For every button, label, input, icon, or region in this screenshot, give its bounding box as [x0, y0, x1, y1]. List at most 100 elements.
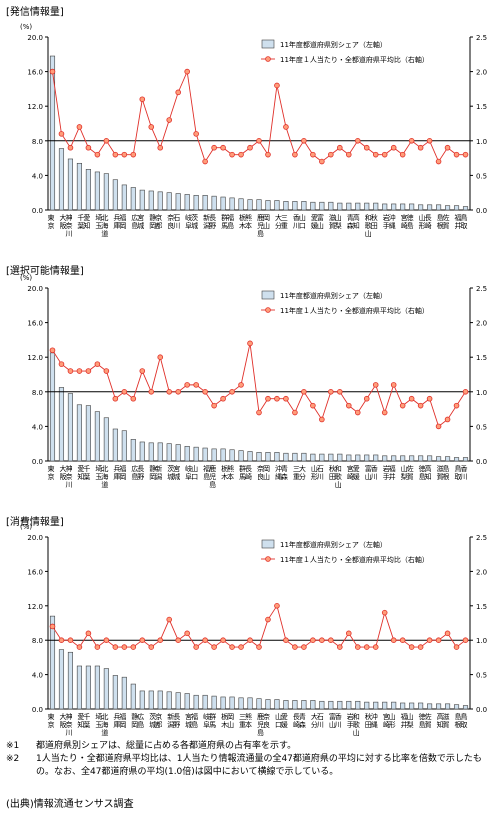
bar — [94, 171, 100, 211]
line-point — [238, 382, 244, 388]
line-point — [462, 388, 469, 395]
left-tick-label: 8.0 — [32, 138, 43, 146]
line-point — [256, 138, 262, 144]
bar — [256, 199, 262, 211]
category-label-char: 木 — [239, 221, 246, 230]
bar — [202, 447, 208, 462]
bar — [274, 699, 280, 710]
category-label-char: 奈 — [65, 472, 72, 481]
category-label-char: 野 — [209, 222, 216, 230]
bar — [148, 442, 154, 462]
category-label-char: 徳 — [419, 712, 426, 721]
category-label-char: 福 — [401, 712, 408, 721]
right-tick-label: 0.0 — [476, 706, 487, 714]
bar — [148, 190, 154, 211]
category-label-char: 田 — [371, 222, 378, 230]
category-label-char: 岩 — [383, 464, 390, 473]
category-label-char: 葉 — [83, 472, 90, 481]
category-label-char: 取 — [455, 473, 462, 481]
bar — [229, 197, 235, 211]
bar — [364, 454, 370, 462]
line-point — [175, 89, 181, 96]
category-label-char: 北 — [101, 713, 108, 721]
category-label-char: 賀 — [443, 720, 450, 729]
category-label-char: 愛 — [353, 464, 360, 473]
line-point — [193, 644, 199, 650]
category-label-char: 長 — [209, 214, 216, 222]
line-point — [202, 637, 208, 643]
bar — [67, 651, 73, 710]
line-point — [417, 644, 424, 650]
category-label-char: 島 — [257, 728, 264, 737]
category-label-char: 兵 — [113, 712, 120, 721]
bar — [139, 690, 145, 710]
category-label-char: 佐 — [425, 712, 432, 721]
bar — [166, 192, 172, 211]
right-tick-label: 2.5 — [476, 34, 487, 42]
right-tick-label: 2.5 — [476, 285, 487, 293]
category-label-char: 茨 — [167, 464, 174, 473]
category-label-char: 福 — [119, 213, 126, 222]
bar — [220, 696, 226, 710]
bar — [283, 201, 289, 211]
line-point — [426, 637, 433, 643]
category-label-char: 山 — [401, 464, 408, 473]
line-point — [85, 368, 92, 374]
category-label-char: 千 — [83, 464, 90, 473]
line-point — [310, 637, 316, 643]
bar — [453, 205, 460, 211]
line-point — [337, 388, 343, 395]
category-label-char: 海 — [101, 221, 108, 230]
left-tick-label: 16.0 — [27, 320, 43, 328]
chart-1: (%) 20.0 16.0 12.0 8.0 4.0 0.0 2.5 2.0 1.5 1.0 0.5 0… — [20, 23, 487, 238]
category-label-char: 島 — [419, 720, 426, 729]
line-point — [85, 144, 92, 151]
bar — [462, 206, 469, 211]
category-label-char: 長 — [293, 713, 300, 721]
category-label-char: 愛 — [83, 213, 90, 222]
line-point — [301, 388, 307, 395]
bar — [355, 202, 361, 211]
bar — [283, 700, 289, 710]
category-label-char: 埼 — [95, 712, 102, 721]
category-label-char: 群 — [209, 712, 216, 721]
category-label-char: 知 — [77, 720, 84, 729]
line-point — [58, 131, 65, 137]
category-label-char: 馬 — [239, 473, 246, 481]
category-label-char: 福 — [203, 464, 210, 473]
category-label-char: 崎 — [425, 221, 432, 230]
right-tick-label: 1.0 — [476, 637, 487, 645]
bar — [328, 700, 334, 710]
left-tick-label: 16.0 — [27, 568, 43, 576]
bar — [229, 449, 235, 462]
line-point — [193, 131, 199, 137]
bar — [301, 452, 307, 462]
category-label-char: 広 — [131, 464, 138, 473]
line-point — [148, 388, 155, 395]
category-label-char: 岡 — [119, 721, 126, 729]
bar — [373, 454, 379, 462]
category-label-char: 崎 — [245, 472, 252, 481]
category-label-char: 鹿 — [209, 464, 216, 473]
line-point — [157, 354, 164, 361]
category-label-char: 田 — [329, 473, 336, 481]
bar — [265, 452, 271, 462]
legend-line-label: 11年度１人当たり・全都道府県平均比（右軸） — [280, 306, 429, 315]
notes: ※1 都道府県別シェアは、総量に占める各都道府県の占有率を示す。 ※2 1人当た… — [6, 740, 494, 779]
line-point — [166, 117, 173, 123]
line-point — [274, 602, 280, 609]
line-point — [229, 644, 235, 650]
category-label-char: 秋 — [365, 712, 372, 721]
category-label-char: 山 — [227, 720, 234, 729]
bar — [283, 452, 289, 462]
line-point — [399, 151, 406, 158]
category-label-char: 千 — [77, 213, 84, 222]
category-label-char: 山 — [419, 213, 426, 222]
category-label-char: 愛 — [77, 712, 84, 721]
category-label-char: 媛 — [311, 221, 318, 230]
line-point — [265, 151, 271, 158]
bar — [418, 455, 424, 462]
category-label-char: 森 — [299, 720, 306, 729]
category-label-char: 愛 — [77, 464, 84, 473]
line-point — [354, 644, 361, 650]
